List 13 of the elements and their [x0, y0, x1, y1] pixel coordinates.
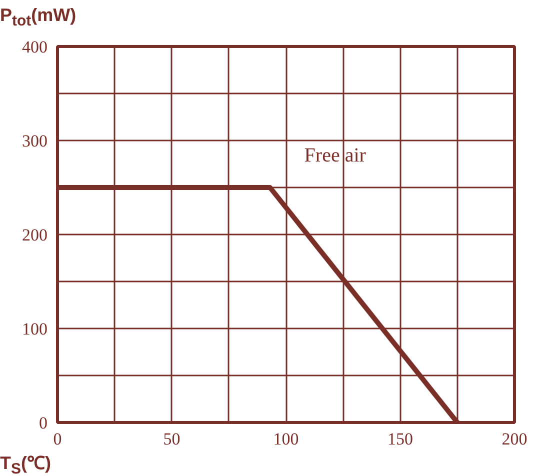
y-tick-label: 200 [22, 226, 48, 244]
y-tick-label: 0 [39, 414, 48, 432]
y-tick-label: 300 [22, 132, 48, 150]
y-tick-label: 100 [22, 320, 48, 338]
y-tick-label: 400 [22, 38, 48, 56]
x-tick-label: 100 [273, 430, 299, 448]
x-tick-label: 0 [53, 430, 62, 448]
x-tick-label: 200 [502, 430, 528, 448]
x-tick-label: 50 [163, 430, 180, 448]
annotation: Free air [304, 144, 366, 167]
x-axis-title: T$_{S}$(℃) [0, 453, 52, 476]
x-tick-label: 150 [388, 430, 413, 448]
y-axis-title: P$_{tot}$(mW) [0, 5, 76, 30]
